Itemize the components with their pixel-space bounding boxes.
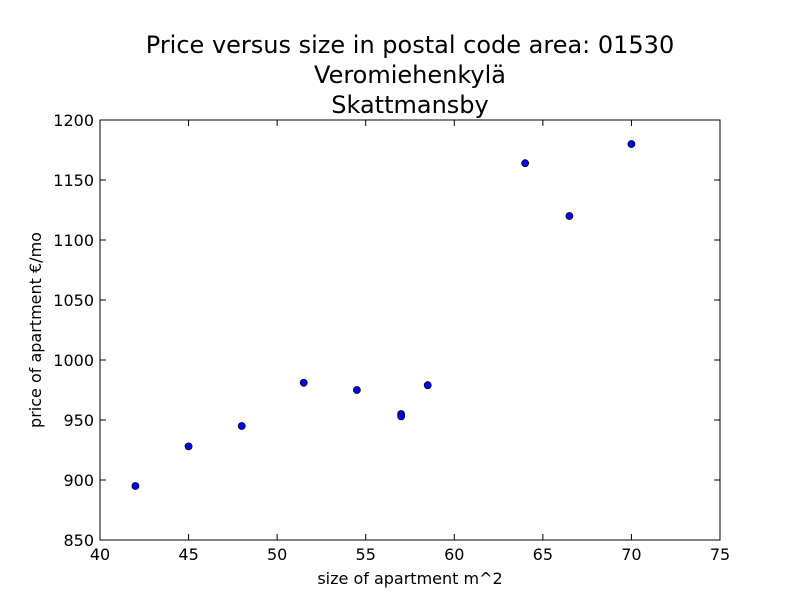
data-point [423, 381, 432, 390]
y-tick-label: 950 [63, 411, 94, 430]
data-point [131, 482, 140, 490]
x-tick-label: 75 [710, 545, 730, 564]
x-tick-label: 70 [621, 545, 641, 564]
data-point [397, 412, 406, 421]
title-line-3: Skattmansby [331, 91, 488, 119]
axis-tick-labels: 40 45 50 55 60 65 70 75 850 900 950 1000 1050 1100 115… [53, 111, 730, 564]
title-line-2: Veromiehenkylä [314, 61, 506, 89]
data-point [565, 212, 574, 220]
x-tick-label: 60 [444, 545, 464, 564]
x-tick-label: 45 [178, 545, 198, 564]
data-point [299, 378, 308, 387]
y-tick-label: 1000 [53, 351, 94, 370]
y-tick-label: 850 [63, 531, 94, 550]
y-tick-label: 1100 [53, 231, 94, 250]
plot-frame [99, 119, 721, 541]
y-tick-label: 1150 [53, 171, 94, 190]
data-point [521, 159, 530, 168]
plot-area [100, 120, 720, 540]
x-tick-label: 40 [90, 545, 110, 564]
y-tick-label: 900 [63, 471, 94, 490]
data-point [184, 442, 193, 451]
x-axis-label: size of apartment m^2 [317, 569, 502, 588]
data-point [352, 386, 361, 394]
y-tick-label: 1200 [53, 111, 94, 130]
x-tick-label: 50 [267, 545, 287, 564]
data-points [131, 140, 636, 490]
y-tick-label: 1050 [53, 291, 94, 310]
chart-title: Price versus size in postal code area: 0… [146, 31, 674, 119]
data-point [627, 140, 636, 148]
x-tick-label: 65 [533, 545, 553, 564]
x-tick-label: 55 [356, 545, 376, 564]
data-point [237, 422, 246, 430]
y-axis-label: price of apartment €/mo [26, 232, 45, 428]
title-line-1: Price versus size in postal code area: 0… [146, 31, 674, 59]
